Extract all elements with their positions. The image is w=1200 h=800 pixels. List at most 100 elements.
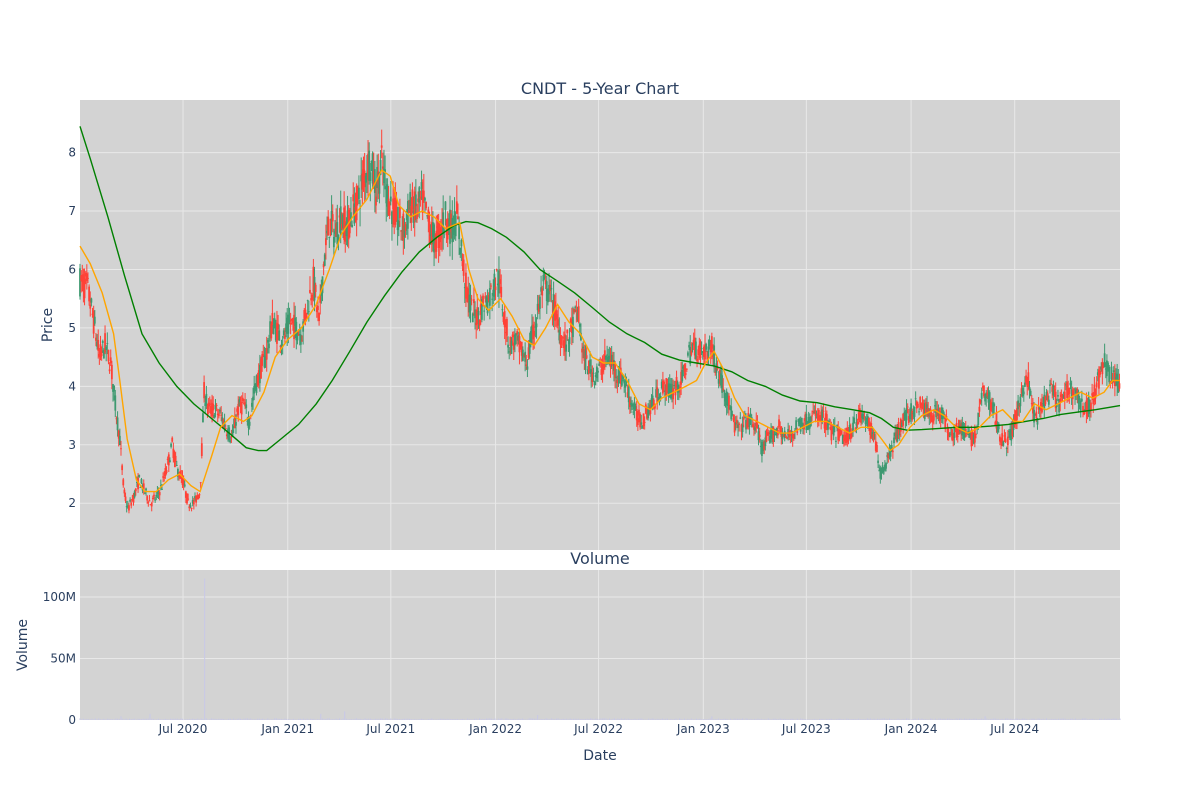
volume-bar xyxy=(166,719,168,720)
volume-bar xyxy=(381,718,383,720)
candle-body xyxy=(462,259,465,276)
candle-body xyxy=(157,492,160,494)
volume-bar xyxy=(610,719,612,720)
candle-body xyxy=(829,426,832,430)
volume-bar xyxy=(1075,718,1077,720)
volume-bar xyxy=(277,718,279,720)
candle-body xyxy=(721,375,724,393)
candle-body xyxy=(114,395,117,411)
volume-bar xyxy=(736,718,738,720)
candle-body xyxy=(173,452,176,462)
volume-bar xyxy=(120,716,122,720)
candle-body xyxy=(919,396,922,408)
candle-body xyxy=(795,420,798,430)
candle-body xyxy=(264,357,267,360)
volume-bar xyxy=(431,718,433,720)
candle-body xyxy=(197,494,200,500)
candle-body xyxy=(858,408,861,423)
volume-bar xyxy=(260,718,262,720)
candle-body xyxy=(346,210,349,230)
volume-bar xyxy=(760,718,762,720)
candle-body xyxy=(847,433,850,441)
volume-bar xyxy=(912,718,914,720)
volume-bar xyxy=(559,719,561,720)
candle-body xyxy=(147,502,150,504)
volume-bar xyxy=(130,719,132,720)
volume-bar xyxy=(1088,719,1090,720)
volume-bar xyxy=(721,718,723,720)
candle-body xyxy=(623,380,626,384)
candle-body xyxy=(983,385,985,397)
volume-bar xyxy=(530,718,532,720)
candle-body xyxy=(521,349,524,361)
candle-body xyxy=(286,317,289,334)
volume-bar xyxy=(639,718,641,720)
candle-body xyxy=(664,390,667,397)
volume-bar xyxy=(632,719,634,720)
candle-body xyxy=(311,294,314,300)
candle-body xyxy=(1115,376,1117,381)
candle-body xyxy=(405,210,408,221)
candle-body xyxy=(688,345,690,348)
volume-bar xyxy=(181,718,183,720)
volume-bar xyxy=(935,718,937,720)
candle-body xyxy=(698,344,701,355)
volume-bar xyxy=(851,719,853,720)
volume-bar xyxy=(151,718,153,720)
candle-body xyxy=(436,226,439,228)
candle-body xyxy=(585,355,588,359)
candle-body xyxy=(1108,366,1111,383)
volume-bar xyxy=(999,719,1001,720)
volume-bar xyxy=(286,719,288,720)
candle-body xyxy=(236,408,239,412)
volume-bar xyxy=(281,718,283,720)
volume-bar xyxy=(320,713,322,720)
volume-bar xyxy=(887,718,889,720)
candle-body xyxy=(410,205,413,223)
moving-average-long-line xyxy=(79,126,1121,452)
volume-bar xyxy=(1044,719,1046,720)
volume-bar xyxy=(641,718,643,720)
volume-bar xyxy=(1117,719,1119,720)
volume-bar xyxy=(311,718,313,720)
candle-body xyxy=(230,436,233,438)
volume-bar xyxy=(1099,718,1101,720)
candle-body xyxy=(1057,394,1059,397)
candle-body xyxy=(408,210,410,213)
volume-bar xyxy=(651,718,653,720)
volume-bar xyxy=(470,719,472,720)
candle-body xyxy=(647,407,650,419)
x-tick-label: Jul 2022 xyxy=(573,722,623,736)
candle-body xyxy=(743,413,746,415)
candle-body xyxy=(363,170,366,188)
candle-body xyxy=(720,373,722,386)
volume-bar xyxy=(617,718,619,720)
volume-bar xyxy=(583,719,585,720)
candle-body xyxy=(820,411,823,422)
candle-body xyxy=(240,402,243,415)
volume-y-tick-label: 0 xyxy=(68,713,76,727)
candle-body xyxy=(323,254,326,266)
candle-body xyxy=(1067,391,1070,396)
candle-body xyxy=(322,263,325,268)
volume-bar xyxy=(853,718,855,720)
volume-bar xyxy=(1023,718,1025,720)
candle-body xyxy=(924,402,927,413)
volume-bar xyxy=(979,719,981,720)
candle-body xyxy=(552,293,555,315)
candle-body xyxy=(846,427,849,443)
candle-body xyxy=(1076,388,1079,396)
candle-body xyxy=(626,392,629,398)
volume-bar xyxy=(752,719,754,720)
volume-bar xyxy=(303,718,305,720)
candle-body xyxy=(219,410,221,412)
candle-body xyxy=(369,172,372,181)
candle-body xyxy=(208,403,211,405)
candle-body xyxy=(525,364,528,366)
candle-body xyxy=(378,172,381,194)
candle-body xyxy=(393,200,396,225)
candle-body xyxy=(955,422,958,438)
volume-bar xyxy=(241,719,243,720)
volume-bar xyxy=(707,719,709,720)
candle-body xyxy=(621,379,623,386)
